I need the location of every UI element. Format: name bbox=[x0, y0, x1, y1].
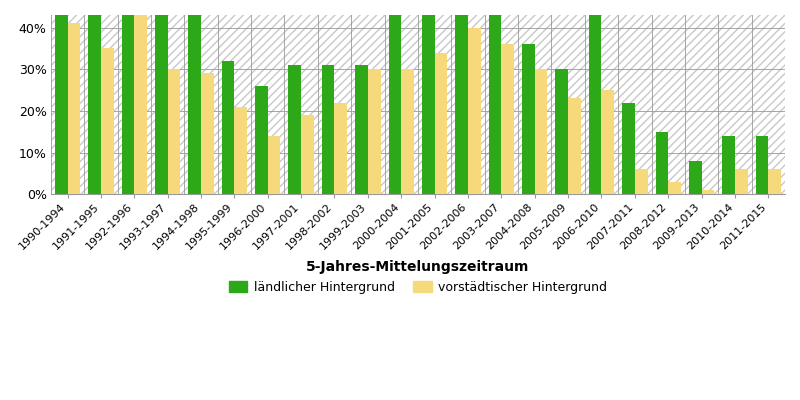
Bar bbox=[434, 52, 447, 194]
Bar bbox=[368, 69, 381, 194]
Bar bbox=[555, 69, 568, 194]
Bar bbox=[568, 98, 581, 194]
Bar bbox=[168, 69, 180, 194]
Bar bbox=[768, 169, 781, 194]
Bar bbox=[255, 86, 268, 194]
Bar bbox=[201, 74, 214, 194]
Bar bbox=[522, 44, 534, 194]
Bar bbox=[534, 69, 547, 194]
Bar bbox=[155, 11, 168, 194]
Bar bbox=[402, 69, 414, 194]
X-axis label: 5-Jahres-Mittelungszeitraum: 5-Jahres-Mittelungszeitraum bbox=[306, 260, 530, 274]
Bar bbox=[234, 107, 247, 194]
Bar bbox=[55, 11, 67, 194]
Bar bbox=[322, 65, 334, 194]
Bar bbox=[334, 103, 347, 194]
Bar bbox=[188, 15, 201, 194]
Bar bbox=[101, 48, 114, 194]
Bar bbox=[389, 11, 402, 194]
Bar bbox=[301, 115, 314, 194]
Legend: ländlicher Hintergrund, vorstädtischer Hintergrund: ländlicher Hintergrund, vorstädtischer H… bbox=[223, 276, 612, 299]
Bar bbox=[468, 28, 481, 194]
Bar bbox=[67, 23, 80, 194]
Bar bbox=[455, 11, 468, 194]
Bar bbox=[689, 161, 702, 194]
Bar bbox=[422, 11, 434, 194]
Bar bbox=[88, 11, 101, 194]
Bar bbox=[622, 103, 635, 194]
Bar bbox=[702, 190, 714, 194]
Bar bbox=[222, 61, 234, 194]
Bar bbox=[355, 65, 368, 194]
Bar bbox=[489, 11, 502, 194]
Bar bbox=[134, 11, 147, 194]
Bar bbox=[668, 182, 681, 194]
Bar bbox=[735, 169, 748, 194]
Bar bbox=[655, 132, 668, 194]
Bar bbox=[589, 11, 602, 194]
Bar bbox=[122, 11, 134, 194]
Bar bbox=[722, 136, 735, 194]
Bar bbox=[756, 136, 768, 194]
Bar bbox=[502, 44, 514, 194]
Bar bbox=[602, 90, 614, 194]
Bar bbox=[635, 169, 647, 194]
Bar bbox=[289, 65, 301, 194]
Bar bbox=[268, 136, 281, 194]
